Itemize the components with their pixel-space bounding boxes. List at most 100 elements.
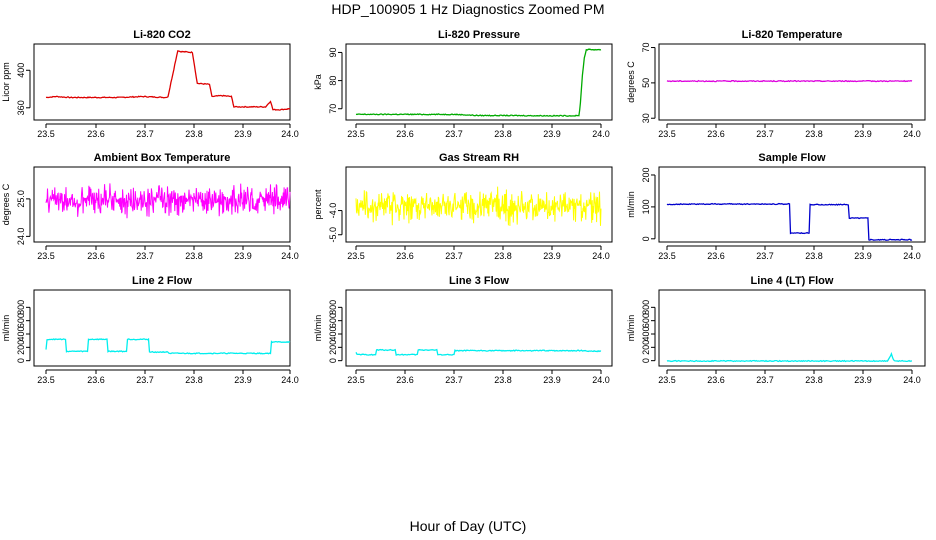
y-tick-label: 400 (328, 326, 338, 341)
x-tick-label: 23.6 (87, 129, 105, 139)
panel-3: Ambient Box Temperature 23.5 23.6 23.7 23.8 2… (1, 152, 299, 261)
y-tick-label: 90 (328, 47, 338, 57)
y-tick-label: 600 (328, 313, 338, 328)
x-tick-label: 23.5 (347, 129, 365, 139)
y-axis-label: Licor ppm (1, 62, 11, 102)
x-tick-label: 23.7 (136, 251, 154, 261)
plot-frame (345, 289, 613, 367)
y-axis-label: ml/min (313, 315, 323, 342)
panel-5: Sample Flow 23.5 23.6 23.7 23.8 23.9 24.0 0 100 2… (626, 152, 926, 261)
y-tick-label: 0 (16, 358, 26, 363)
x-tick-label: 23.8 (494, 251, 512, 261)
y-tick-label: 400 (16, 63, 26, 78)
y-tick-label: 70 (328, 104, 338, 114)
x-tick-label: 23.8 (805, 251, 823, 261)
y-tick-label: 200 (641, 167, 651, 182)
x-tick-label: 24.0 (592, 251, 610, 261)
y-tick-label: 70 (641, 43, 651, 53)
x-tick-label: 23.8 (805, 375, 823, 385)
x-tick-label: 23.8 (185, 129, 203, 139)
y-tick-label: 360 (16, 100, 26, 115)
y-tick-label: 200 (641, 340, 651, 355)
x-tick-label: 24.0 (903, 375, 921, 385)
y-axis-label: percent (313, 189, 323, 220)
panel-title: Gas Stream RH (439, 152, 519, 164)
y-tick-label: 800 (328, 300, 338, 315)
panel-7: Line 3 Flow 23.5 23.6 23.7 23.8 23.9 24.0 0 2004… (313, 275, 613, 385)
x-tick-label: 24.0 (592, 375, 610, 385)
x-tick-label: 23.5 (347, 251, 365, 261)
panel-2: Li-820 Temperature 23.5 23.6 23.7 23.8 23.9 24… (626, 29, 926, 139)
y-tick-label: 600 (641, 313, 651, 328)
y-tick-label: 25.0 (16, 190, 26, 208)
x-tick-label: 24.0 (903, 129, 921, 139)
plot-frame (658, 43, 926, 121)
panel-title: Ambient Box Temperature (94, 152, 231, 164)
x-tick-label: 23.7 (445, 251, 463, 261)
panel-title: Line 2 Flow (132, 275, 192, 287)
x-tick-label: 23.6 (707, 129, 725, 139)
panel-title: Line 3 Flow (449, 275, 509, 287)
y-tick-label: 0 (641, 236, 651, 241)
series-line (355, 348, 602, 356)
y-tick-label: 200 (16, 340, 26, 355)
plot-frame (33, 166, 291, 243)
panel-4: Gas Stream RH 23.5 23.6 23.7 23.8 23.9 24.0 -5.… (313, 152, 613, 261)
x-tick-label: 23.6 (396, 251, 414, 261)
panel-1: Li-820 Pressure 23.5 23.6 23.7 23.8 23.9 24.0 7… (313, 29, 613, 139)
series-line (666, 202, 913, 241)
plot-frame (658, 166, 926, 243)
panel-title: Li-820 Pressure (438, 29, 520, 41)
x-tick-label: 23.9 (543, 251, 561, 261)
x-tick-label: 23.6 (87, 251, 105, 261)
y-tick-label: 0 (328, 358, 338, 363)
x-tick-label: 23.5 (37, 251, 55, 261)
panel-title: Li-820 Temperature (742, 29, 843, 41)
panel-title: Line 4 (LT) Flow (751, 275, 834, 287)
x-tick-label: 23.5 (347, 375, 365, 385)
plot-frame (658, 289, 926, 367)
x-tick-label: 23.8 (494, 375, 512, 385)
series-line (45, 50, 291, 111)
series-line (45, 183, 291, 219)
y-axis-label: degrees C (626, 61, 636, 103)
series-line (666, 79, 913, 83)
panel-6: Line 2 Flow 23.5 23.6 23.7 23.8 23.9 24.0 0 2004… (1, 275, 299, 385)
plot-frame (345, 166, 613, 243)
y-tick-label: 80 (328, 76, 338, 86)
x-tick-label: 23.6 (396, 375, 414, 385)
panel-8: Line 4 (LT) Flow 23.5 23.6 23.7 23.8 23.9 24.0… (626, 275, 926, 385)
x-tick-label: 23.7 (756, 251, 774, 261)
y-axis-label: ml/min (626, 315, 636, 342)
x-tick-label: 23.5 (658, 129, 676, 139)
x-tick-label: 24.0 (903, 251, 921, 261)
y-tick-label: 24.0 (16, 228, 26, 246)
y-tick-label: 200 (328, 340, 338, 355)
x-tick-label: 23.8 (185, 251, 203, 261)
x-tick-label: 23.8 (805, 129, 823, 139)
x-tick-label: 23.9 (543, 375, 561, 385)
x-tick-label: 23.7 (445, 129, 463, 139)
series-line (355, 48, 602, 117)
x-tick-label: 23.5 (37, 129, 55, 139)
x-tick-label: 23.5 (37, 375, 55, 385)
x-tick-label: 24.0 (592, 129, 610, 139)
x-tick-label: 23.6 (87, 375, 105, 385)
y-tick-label: 400 (641, 326, 651, 341)
x-tick-label: 23.6 (707, 375, 725, 385)
series-line (355, 186, 602, 226)
x-tick-label: 23.9 (854, 375, 872, 385)
x-tick-label: 23.6 (707, 251, 725, 261)
x-tick-label: 24.0 (281, 375, 299, 385)
series-line (666, 351, 912, 363)
x-tick-label: 23.8 (494, 129, 512, 139)
y-axis-label: ml/min (1, 315, 11, 342)
x-tick-label: 23.7 (445, 375, 463, 385)
y-tick-label: 50 (641, 78, 651, 88)
panel-0: Li-820 CO2 23.5 23.6 23.7 23.8 23.9 24.0 360 400… (1, 29, 299, 139)
y-tick-label: -5.0 (328, 227, 338, 243)
plot-frame (345, 43, 613, 121)
y-tick-label: 0 (641, 358, 651, 363)
x-tick-label: 23.7 (756, 129, 774, 139)
y-tick-label: 100 (641, 199, 651, 214)
